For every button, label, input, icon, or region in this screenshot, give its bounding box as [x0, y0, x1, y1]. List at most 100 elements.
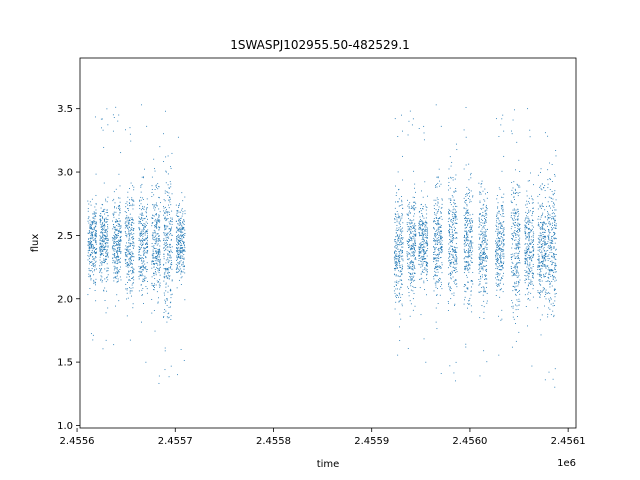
data-point — [541, 222, 543, 224]
data-point — [182, 213, 184, 215]
data-point — [153, 310, 155, 311]
data-point — [528, 228, 529, 230]
data-point — [154, 260, 156, 262]
data-point — [455, 261, 457, 263]
data-point — [412, 208, 414, 210]
data-point — [470, 230, 471, 232]
data-point — [545, 244, 547, 246]
data-point — [147, 237, 148, 239]
data-point — [104, 258, 106, 260]
data-point — [454, 257, 456, 259]
data-point — [145, 231, 147, 233]
data-point — [468, 223, 470, 225]
data-point — [538, 293, 540, 295]
data-point — [479, 236, 481, 238]
data-point — [437, 253, 439, 255]
data-point — [519, 290, 520, 291]
data-point — [130, 233, 131, 235]
data-point — [419, 249, 421, 251]
data-point — [449, 229, 451, 231]
data-point — [131, 259, 132, 261]
data-point — [155, 258, 157, 260]
data-point — [143, 250, 145, 252]
data-point — [95, 278, 97, 280]
data-point — [131, 225, 133, 226]
data-point — [415, 207, 417, 209]
data-point — [94, 251, 95, 252]
data-point — [532, 256, 534, 258]
data-point — [440, 125, 442, 127]
data-point — [145, 266, 147, 267]
data-point — [140, 257, 141, 259]
data-point — [182, 266, 184, 268]
data-point — [100, 275, 102, 277]
data-point — [554, 277, 556, 279]
data-point — [501, 278, 503, 279]
data-point — [409, 272, 411, 274]
data-point — [538, 261, 540, 263]
data-point — [144, 226, 146, 228]
data-point — [127, 273, 129, 275]
data-point — [422, 250, 424, 252]
data-point — [105, 221, 107, 223]
data-point — [466, 276, 468, 278]
data-point — [397, 288, 398, 290]
data-point — [498, 241, 500, 243]
data-point — [543, 255, 545, 256]
data-point — [177, 268, 179, 270]
data-point — [419, 220, 421, 222]
data-point — [439, 226, 441, 228]
data-point — [153, 225, 155, 226]
data-point — [103, 239, 105, 241]
data-point — [399, 216, 401, 218]
data-point — [167, 173, 169, 175]
data-point — [485, 212, 487, 214]
data-point — [129, 199, 131, 201]
data-point — [399, 276, 401, 278]
data-point — [451, 214, 453, 216]
data-point — [470, 280, 472, 282]
data-point — [486, 255, 488, 256]
data-point — [441, 246, 442, 248]
data-point — [454, 209, 456, 211]
data-point — [89, 227, 91, 229]
data-point — [398, 270, 400, 272]
data-point — [526, 288, 528, 290]
data-point — [157, 218, 159, 220]
data-point — [113, 117, 115, 118]
data-point — [528, 202, 530, 204]
data-point — [419, 233, 421, 235]
data-point — [176, 211, 178, 213]
data-point — [470, 240, 472, 242]
data-point — [153, 289, 155, 290]
data-point — [463, 248, 465, 250]
data-point — [165, 248, 167, 250]
data-point — [538, 216, 540, 217]
data-point — [155, 184, 157, 186]
data-point — [415, 191, 416, 193]
data-point — [465, 238, 467, 240]
data-point — [410, 273, 412, 275]
data-point — [426, 235, 428, 237]
data-point — [525, 247, 527, 249]
data-point — [483, 288, 485, 290]
data-point — [107, 226, 109, 228]
data-point — [165, 220, 167, 222]
data-point — [116, 241, 118, 243]
data-point — [163, 199, 165, 201]
data-point — [179, 240, 181, 242]
data-point — [540, 216, 542, 218]
data-point — [141, 239, 142, 241]
data-point — [143, 226, 145, 228]
data-point — [394, 219, 396, 221]
data-point — [394, 250, 396, 252]
data-point — [455, 215, 457, 217]
data-point — [438, 279, 440, 281]
data-point — [548, 254, 550, 256]
data-point — [132, 218, 133, 220]
data-point — [103, 289, 105, 291]
data-point — [538, 262, 540, 264]
data-point — [422, 208, 424, 209]
data-point — [441, 238, 442, 240]
data-point — [399, 267, 401, 268]
